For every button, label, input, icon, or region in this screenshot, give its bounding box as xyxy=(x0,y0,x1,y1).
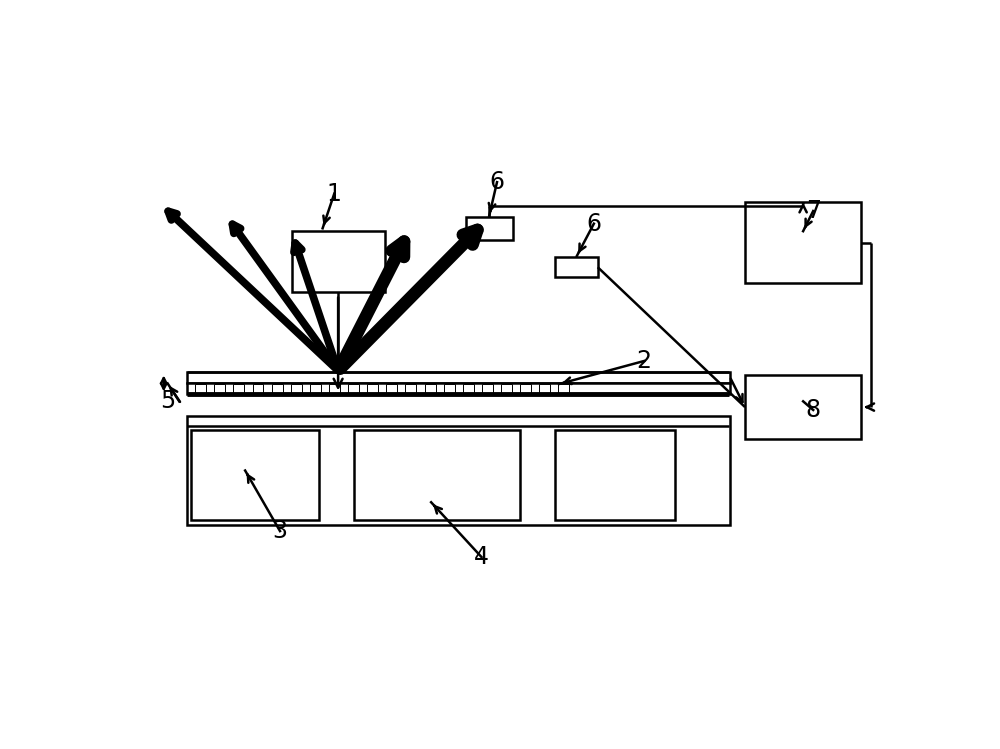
Bar xyxy=(292,231,385,292)
Bar xyxy=(348,384,359,393)
Bar xyxy=(405,384,416,393)
Text: 8: 8 xyxy=(806,398,821,422)
Text: 6: 6 xyxy=(586,212,601,236)
Bar xyxy=(745,202,861,283)
Text: 1: 1 xyxy=(327,182,342,206)
Bar xyxy=(272,384,283,393)
Bar xyxy=(214,384,225,393)
Bar xyxy=(501,384,512,393)
Bar xyxy=(291,384,302,393)
Bar xyxy=(191,430,319,520)
Bar xyxy=(555,257,598,277)
Bar xyxy=(558,384,569,393)
Bar xyxy=(187,416,730,525)
Bar xyxy=(555,430,675,520)
Text: 2: 2 xyxy=(637,349,652,373)
Bar xyxy=(539,384,550,393)
Bar xyxy=(466,216,512,240)
Text: 5: 5 xyxy=(160,389,175,413)
Bar xyxy=(310,384,321,393)
Text: 7: 7 xyxy=(806,199,821,223)
Bar xyxy=(386,384,397,393)
Bar xyxy=(354,430,520,520)
Bar xyxy=(195,384,206,393)
Bar xyxy=(745,375,861,439)
Text: 4: 4 xyxy=(474,545,489,569)
Bar xyxy=(233,384,244,393)
Bar xyxy=(463,384,474,393)
Text: 3: 3 xyxy=(272,519,288,543)
Text: 6: 6 xyxy=(490,170,505,194)
Bar xyxy=(482,384,493,393)
Bar xyxy=(425,384,436,393)
Bar xyxy=(187,383,730,395)
Bar xyxy=(367,384,378,393)
Bar xyxy=(520,384,531,393)
Bar xyxy=(187,372,730,383)
Bar xyxy=(253,384,263,393)
Bar xyxy=(329,384,340,393)
Bar xyxy=(444,384,455,393)
